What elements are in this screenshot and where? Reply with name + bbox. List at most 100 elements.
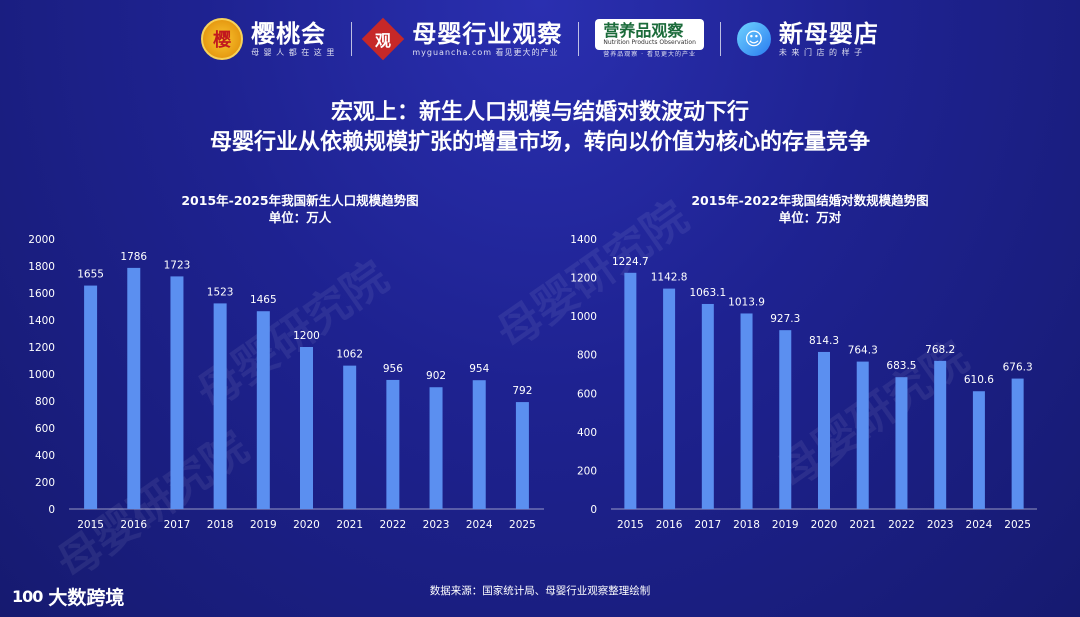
y-tick-label: 200	[35, 477, 55, 489]
bar	[934, 360, 947, 509]
x-tick-label: 2025	[1004, 519, 1031, 531]
chart-2-unit: 单位：万对	[778, 210, 842, 225]
header-divider	[351, 22, 353, 56]
chart-1-unit: 单位：万人	[268, 210, 332, 225]
x-tick-label: 2021	[849, 519, 876, 531]
bar	[472, 380, 486, 509]
y-tick-label: 2000	[28, 234, 55, 246]
bar	[300, 347, 313, 509]
y-tick-label: 1600	[28, 288, 55, 300]
brand-name: 樱桃会	[251, 19, 327, 48]
brand-english: Nutrition Products Observation	[603, 39, 696, 47]
x-tick-label: 2019	[250, 519, 277, 531]
data-label: 683.5	[886, 360, 916, 372]
bar	[740, 313, 753, 509]
x-tick-label: 2020	[293, 519, 320, 531]
bar	[856, 361, 869, 509]
bar	[343, 365, 357, 509]
data-label: 676.3	[1003, 362, 1033, 374]
footer-brand: 100 大数跨境	[12, 583, 124, 610]
bar	[386, 379, 400, 509]
data-label: 610.6	[964, 374, 994, 386]
brand-tagline: 母 婴 人 都 在 这 里	[251, 48, 336, 58]
x-tick-label: 2017	[694, 519, 721, 531]
data-label: 1013.9	[728, 296, 765, 308]
data-label: 792	[512, 385, 532, 397]
bar	[818, 351, 830, 509]
data-label: 764.3	[848, 345, 878, 357]
x-tick-label: 2024	[466, 519, 493, 531]
x-tick-label: 2018	[207, 519, 234, 531]
x-tick-label: 2015	[77, 519, 104, 531]
brand-tagline: myguancha.com 看见更大的产业	[412, 48, 559, 58]
data-label: 956	[383, 363, 403, 375]
bar	[127, 267, 141, 509]
y-tick-label: 200	[577, 465, 597, 477]
y-tick-label: 1000	[28, 369, 55, 381]
chart-1-heading: 2015年-2025年我国新生人口规模趋势图 单位：万人	[60, 192, 540, 226]
header-divider	[578, 22, 580, 56]
footer-logo-icon: 100	[12, 587, 43, 606]
bar	[895, 377, 908, 509]
x-tick-label: 2022	[888, 519, 915, 531]
data-label: 1655	[77, 269, 104, 281]
data-label: 902	[426, 370, 446, 382]
x-tick-label: 2023	[927, 519, 954, 531]
y-tick-label: 800	[35, 396, 55, 408]
x-tick-label: 2022	[379, 519, 406, 531]
brand-header: 樱 樱桃会 母 婴 人 都 在 这 里 观 母婴行业观察 myguancha.c…	[0, 0, 1080, 78]
y-tick-label: 1000	[570, 311, 597, 323]
x-tick-label: 2021	[336, 519, 363, 531]
guancha-logo-icon: 观	[362, 17, 405, 61]
new-store-logo-glyph: ☺	[744, 28, 764, 50]
x-tick-label: 2020	[811, 519, 838, 531]
x-tick-label: 2019	[772, 519, 799, 531]
x-tick-label: 2024	[966, 519, 993, 531]
brand-cherry: 樱 樱桃会 母 婴 人 都 在 这 里	[185, 18, 351, 60]
bar	[213, 303, 227, 509]
bar	[256, 311, 270, 509]
y-tick-label: 400	[35, 450, 55, 462]
y-tick-label: 800	[577, 350, 597, 362]
bar	[624, 272, 637, 509]
title-line-1: 宏观上：新生人口规模与结婚对数波动下行	[330, 100, 749, 125]
y-tick-label: 0	[48, 504, 55, 516]
brand-name: 新母婴店	[778, 19, 879, 48]
bar	[779, 330, 792, 509]
chart-2-heading: 2015年-2022年我国结婚对数规模趋势图 单位：万对	[570, 192, 1050, 226]
y-tick-label: 1200	[570, 273, 597, 285]
chart-2-marriage: 0 200 400 600 800 1000 1200 1400 1224.7 2015 1142.…	[570, 234, 1037, 531]
chart-2-title: 2015年-2022年我国结婚对数规模趋势图	[691, 193, 929, 208]
data-label: 814.3	[809, 335, 839, 347]
brand-nutrition: 营养品观察 Nutrition Products Observation 营养品…	[579, 19, 720, 58]
bar	[429, 387, 443, 509]
bar	[701, 303, 714, 509]
data-label: 1224.7	[612, 256, 649, 268]
bar	[84, 285, 98, 509]
y-tick-label: 1800	[28, 261, 55, 273]
brand-tagline: 未 来 门 店 的 样 子	[778, 48, 864, 58]
brand-name: 营养品观察	[603, 21, 684, 41]
new-store-logo-icon: ☺	[736, 22, 771, 56]
page-title: 宏观上：新生人口规模与结婚对数波动下行 母婴行业从依赖规模扩张的增量市场，转向以…	[0, 98, 1080, 158]
data-label: 1062	[336, 349, 363, 361]
chart-1-title: 2015年-2025年我国新生人口规模趋势图	[181, 193, 419, 208]
chart-1-newborn: 0 200 400 600 800 1000 1200 1400 1600 1800 2000 165…	[28, 234, 544, 531]
x-tick-label: 2018	[733, 519, 760, 531]
data-label: 768.2	[925, 344, 955, 356]
data-label: 1523	[207, 286, 234, 298]
data-label: 1465	[250, 294, 277, 306]
x-tick-label: 2016	[656, 519, 683, 531]
data-label: 1063.1	[689, 287, 726, 299]
footer-brand-name: 大数跨境	[48, 587, 125, 609]
header-divider	[719, 22, 721, 56]
cherry-logo-glyph: 樱	[213, 30, 232, 51]
y-tick-label: 400	[577, 427, 597, 439]
guancha-logo-glyph: 观	[375, 30, 392, 50]
brand-guancha: 观 母婴行业观察 myguancha.com 看见更大的产业	[352, 17, 578, 61]
y-tick-label: 600	[577, 388, 597, 400]
brand-name: 母婴行业观察	[412, 19, 563, 48]
brand-new-store: ☺ 新母婴店 未 来 门 店 的 样 子	[721, 19, 895, 58]
y-tick-label: 600	[35, 423, 55, 435]
title-line-2: 母婴行业从依赖规模扩张的增量市场，转向以价值为核心的存量竞争	[209, 130, 870, 155]
